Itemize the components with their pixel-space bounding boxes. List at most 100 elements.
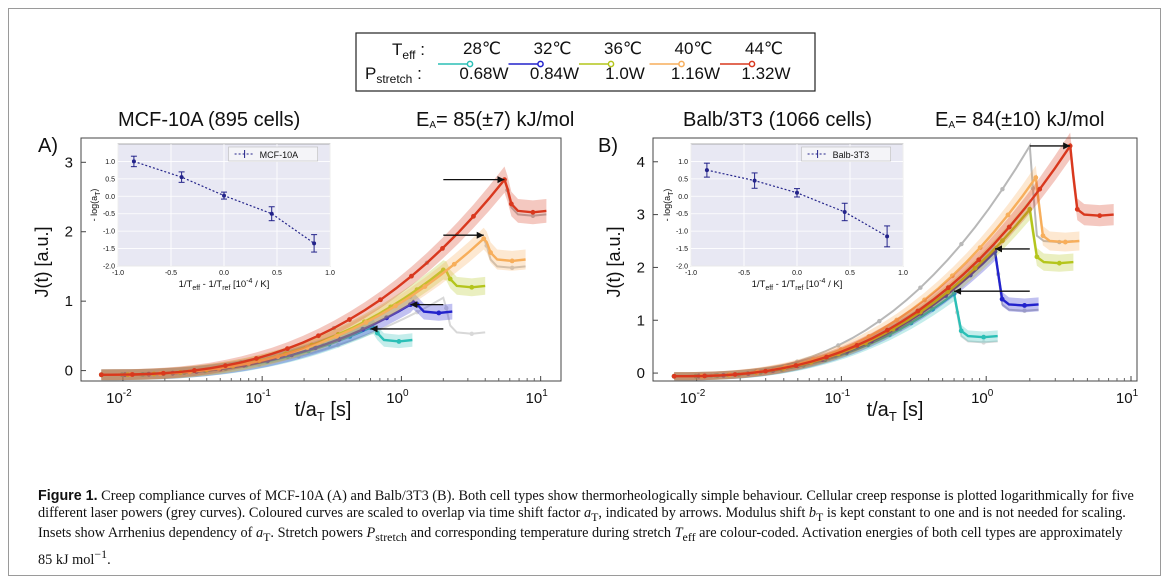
shift-arrow-head — [1063, 142, 1071, 150]
series-point — [702, 373, 708, 379]
series-line — [674, 142, 1114, 378]
series-point — [951, 291, 957, 297]
caption-symbol-sub: eff — [682, 529, 696, 544]
inset-legend-label: MCF-10A — [260, 150, 299, 160]
inset-y-tick-label: 0.5 — [678, 176, 688, 183]
x-tick-exponent: -2 — [696, 388, 705, 399]
series-point — [793, 363, 799, 368]
series-point — [378, 297, 383, 303]
figure-caption: Figure 1. Creep compliance curves of MCF… — [38, 488, 1138, 568]
panel-a-title: MCF-10A (895 cells) — [118, 109, 300, 131]
series-band — [674, 198, 1074, 381]
series-point — [304, 345, 310, 350]
inset-x-label-part: eff — [765, 285, 773, 292]
series-point — [1097, 213, 1103, 219]
series-point — [1006, 224, 1012, 230]
grey-curve-point — [836, 343, 841, 348]
inset-x-label-part: / K] — [252, 279, 269, 290]
inset-x-label-part: - 1/T — [773, 279, 795, 290]
series-point — [334, 333, 340, 339]
legend-power: 1.32W — [741, 64, 790, 83]
series-point — [949, 273, 955, 279]
y-tick-label: 2 — [637, 259, 645, 276]
inset-point — [704, 168, 709, 173]
inset-x-label-part: ref — [795, 285, 803, 292]
legend-marker — [607, 60, 615, 68]
series-point — [285, 346, 290, 352]
legend-p-label: Pstretch : — [365, 64, 422, 86]
grey-curve-point — [918, 285, 923, 290]
series-point — [160, 370, 166, 376]
x-tick-label: 10-1 — [825, 388, 851, 407]
shift-arrow-head — [994, 245, 1002, 253]
legend: Teff : Pstretch : 28℃ 0.68W 32℃ 0.84W 36℃ 1.0… — [355, 32, 816, 92]
series-point — [930, 306, 935, 312]
series-point — [894, 317, 900, 323]
inset-x-tick-label: 1.0 — [898, 270, 908, 277]
x-tick-exponent: 1 — [542, 388, 548, 399]
legend-marker — [466, 60, 474, 68]
legend-marker — [678, 60, 685, 68]
series-point — [422, 284, 428, 290]
series-point — [1005, 212, 1011, 218]
legend-temp: 36℃ — [604, 39, 642, 58]
inset-point — [312, 241, 317, 246]
series-point — [469, 284, 475, 290]
y-tick-label: 3 — [65, 154, 73, 171]
series-point — [866, 334, 872, 339]
inset-x-label-part: - 1/T — [200, 279, 222, 290]
series-point — [977, 245, 983, 250]
y-tick-label: 1 — [65, 293, 73, 310]
series-band — [101, 166, 547, 381]
inset-x-tick-label: -0.5 — [738, 270, 750, 277]
series-point — [922, 297, 927, 303]
x-tick-exponent: 0 — [988, 388, 994, 399]
caption-text: Creep compliance curves of MCF-10A (A) a… — [38, 488, 1134, 521]
inset-y-tick-label: -1.5 — [103, 246, 115, 253]
caption-symbol: T — [674, 525, 683, 542]
inset-y-tick-label: -1.5 — [676, 246, 688, 253]
figure-svg: Teff : Pstretch : 28℃ 0.68W 32℃ 0.84W 36℃ 1.0… — [32, 32, 1139, 424]
x-tick-exponent: -2 — [123, 388, 132, 399]
series-point — [958, 328, 964, 334]
inset-y-label-part: T — [668, 191, 675, 196]
x-tick-label: 100 — [971, 388, 994, 407]
series-point — [191, 368, 197, 373]
caption-label: Figure 1. — [38, 488, 98, 504]
inset-x-label: 1/Teff - 1/Tref [10-4 / K] — [752, 278, 843, 292]
inset-x-tick-label: -1.0 — [112, 270, 124, 277]
series-point — [374, 330, 380, 336]
inset-y-tick-label: -1.0 — [676, 229, 688, 236]
caption-text: and corresponding temperature during str… — [407, 525, 675, 542]
panel-a: MCF-10A (895 cells) EA= 85(±7) kJ/mol A)… — [32, 109, 574, 424]
series-point — [732, 372, 738, 377]
shift-arrow-head — [476, 231, 484, 239]
caption-symbol-sub: T — [263, 529, 271, 544]
grey-curve-point — [335, 342, 341, 348]
x-tick-label: 10-1 — [245, 388, 271, 407]
series-point — [530, 209, 536, 215]
grey-curve-point — [959, 241, 964, 247]
panel-b-title: Balb/3T3 (1066 cells) — [683, 109, 872, 131]
series-point — [447, 276, 453, 282]
grey-curve-point — [981, 340, 986, 345]
grey-curve-point — [877, 318, 882, 324]
legend-temp: 28℃ — [463, 39, 501, 58]
panel-b-inset: -1.0 -0.5 0.0 0.5 1.0 1.0 0.5 0.0 -0.5 -1.0 -1.5 -2… — [662, 143, 908, 292]
x-tick-exponent: -1 — [262, 388, 271, 399]
grey-curve-point — [414, 309, 420, 315]
inset-legend-label: Balb-3T3 — [833, 150, 870, 160]
inset-x-label-part: ref — [222, 285, 230, 292]
panel-a-y-label: J(t) [a.u.] — [32, 226, 52, 297]
inset-y-tick-label: 0.0 — [105, 194, 115, 201]
series-point — [360, 326, 366, 332]
panel-b-activation-energy: EA= 84(±10) kJ/mol — [935, 109, 1104, 131]
inset-x-label-part: -4 — [819, 278, 825, 285]
series-point — [671, 373, 677, 379]
caption-text: is kept constant to one and is not neede… — [38, 504, 1126, 542]
grey-curve-point — [444, 305, 449, 311]
legend-temp: 32℃ — [533, 39, 571, 58]
grey-curve-point — [1030, 185, 1036, 191]
series-point — [254, 356, 259, 361]
